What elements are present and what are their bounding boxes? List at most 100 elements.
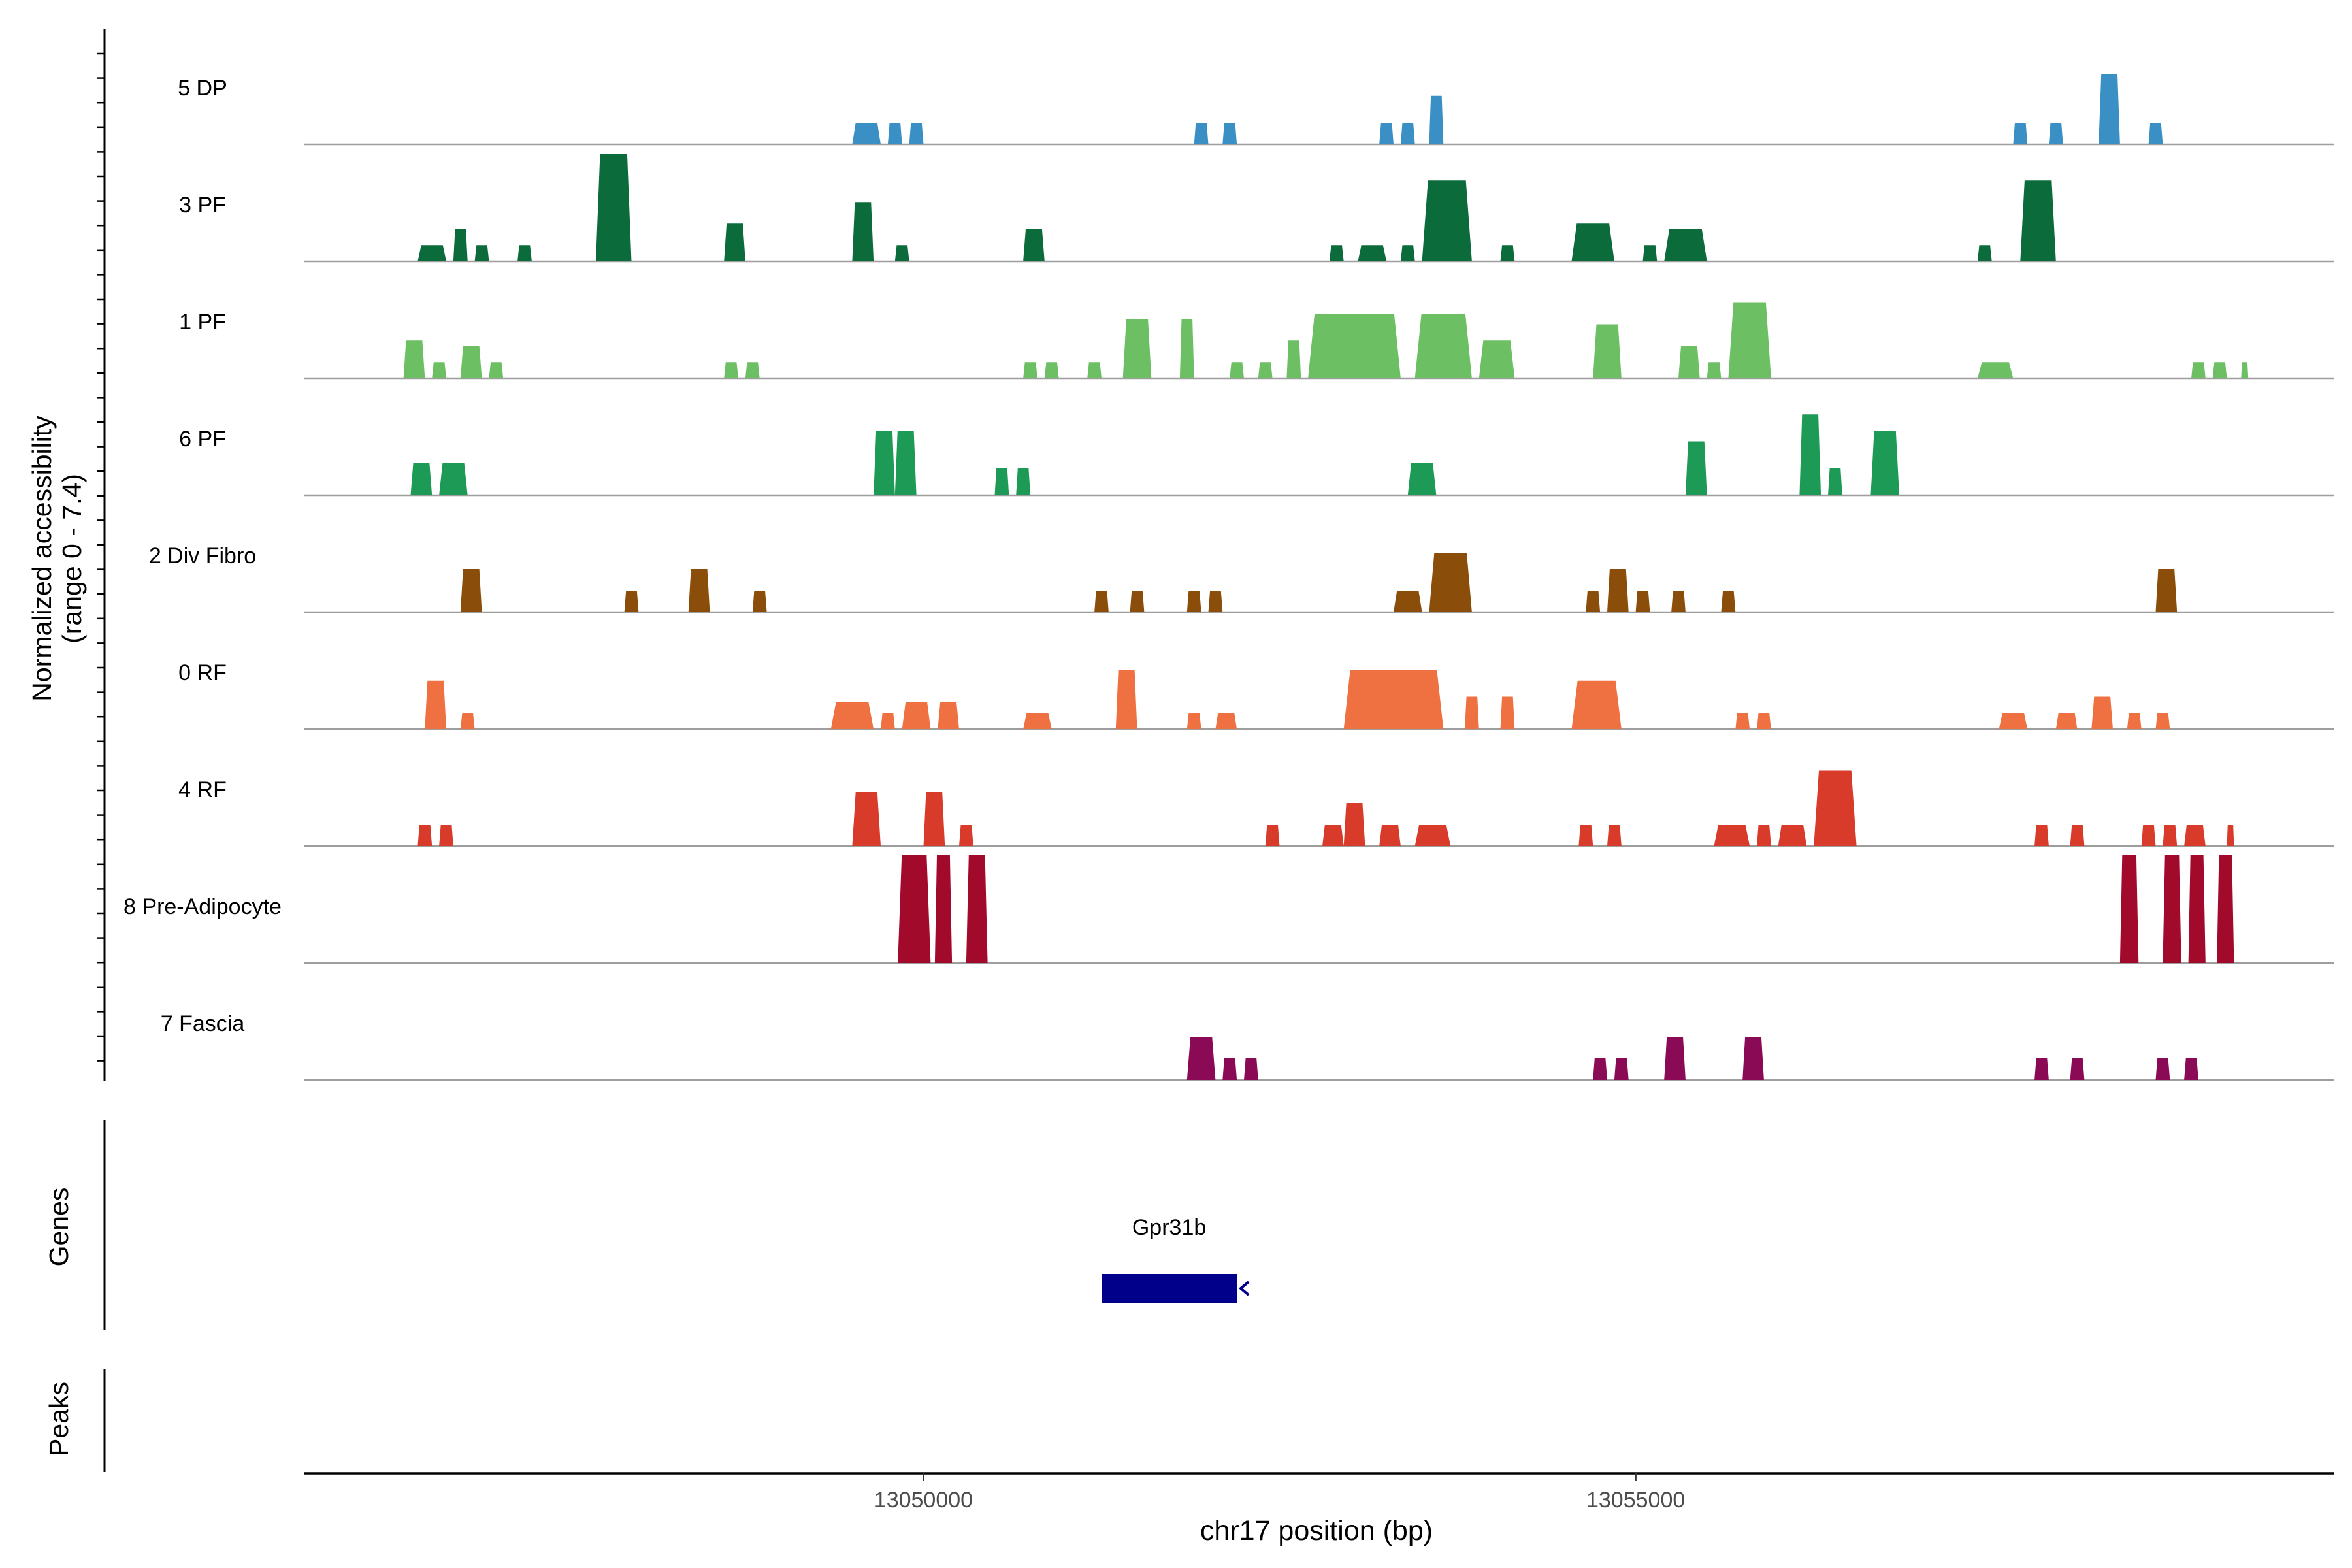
x-axis: 13050000 13055000 [304, 1472, 2334, 1512]
coverage-peak [1244, 1058, 1258, 1080]
coverage-peak [1685, 441, 1707, 495]
coverage-peak [2119, 855, 2139, 963]
coverage-peak [923, 792, 945, 846]
gene-label: Gpr31b [1132, 1215, 1206, 1240]
coverage-peak [1635, 591, 1650, 612]
coverage-peak [1828, 468, 1842, 495]
track-label: 5 DP [178, 76, 227, 101]
coverage-peak [1586, 591, 1601, 612]
coverage-peak [1258, 362, 1273, 378]
coverage-peak [2091, 696, 2113, 729]
coverage-peak [2141, 825, 2156, 846]
coverage-peak [2127, 713, 2142, 729]
coverage-peak [2034, 1058, 2049, 1080]
coverage-peak [1023, 713, 1052, 729]
coverage-peak [852, 202, 874, 261]
coverage-peak [1707, 362, 1722, 378]
coverage-peak [1186, 591, 1201, 612]
coverage-peak [959, 825, 973, 846]
coverage-peak [902, 702, 931, 729]
x-tick-label: 13050000 [874, 1488, 973, 1512]
coverage-peak [894, 431, 917, 495]
coverage-peak [2070, 1058, 2085, 1080]
coverage-peak [2191, 362, 2206, 378]
coverage-peak [439, 463, 468, 495]
track-label: 7 Fascia [161, 1011, 245, 1036]
track-label: 4 RF [178, 777, 227, 802]
y-axis-title: Normalized accessibility [27, 416, 57, 702]
coverage-peak [1578, 825, 1593, 846]
coverage-peak [2155, 569, 2178, 612]
peaks-track-label: Peaks [44, 1382, 74, 1456]
coverage-peak [1671, 591, 1686, 612]
coverage-peak [1778, 825, 1807, 846]
track-2-div-fibro: 2 Div Fibro [149, 544, 2334, 613]
coverage-peak [1742, 1037, 1764, 1080]
coverage-peak [453, 229, 468, 261]
left-axis [97, 29, 106, 1472]
coverage-peak [2099, 74, 2120, 144]
coverage-peak [1179, 319, 1194, 378]
coverage-peak [1664, 1037, 1686, 1080]
coverage-peak [517, 245, 532, 261]
coverage-peak [2070, 825, 2085, 846]
coverage-peak [1222, 1058, 1237, 1080]
coverage-peak [724, 223, 745, 261]
coverage-peak [1044, 362, 1059, 378]
coverage-peak [1215, 713, 1237, 729]
track-6-pf: 6 PF [179, 414, 2334, 497]
coverage-peak [2188, 855, 2206, 963]
x-tick-label: 13055000 [1586, 1488, 1685, 1512]
gene-strand-arrow [1239, 1281, 1250, 1296]
coverage-peak [1329, 245, 1344, 261]
coverage-peak [1122, 319, 1152, 378]
coverage-peak [1194, 123, 1209, 144]
coverage-peak [830, 702, 874, 729]
coverage-peak [2020, 180, 2056, 261]
coverage-peak [439, 825, 453, 846]
coverage-peak [874, 431, 895, 495]
coverage-peak [1130, 591, 1145, 612]
coverage-peak [2013, 123, 2028, 144]
coverage-peak [1593, 324, 1622, 378]
coverage-peak [417, 245, 446, 261]
track-5-dp: 5 DP [178, 74, 2334, 146]
coverage-peak [745, 362, 760, 378]
coverage-peak [624, 591, 639, 612]
track-label: 0 RF [178, 661, 227, 685]
coverage-peak [1429, 553, 1472, 612]
coverage-peak [2048, 123, 2063, 144]
coverage-peak [2217, 855, 2234, 963]
coverage-peak [489, 362, 504, 378]
coverage-peak [2148, 123, 2163, 144]
gene-gpr31b: Gpr31b [1101, 1215, 1250, 1303]
coverage-peak [1115, 670, 1137, 729]
coverage-peak [1186, 1037, 1216, 1080]
coverage-peak [1358, 245, 1387, 261]
coverage-peak [1500, 245, 1515, 261]
coverage-peak [1023, 362, 1037, 378]
coverage-peak [2241, 362, 2249, 378]
track-3-pf: 3 PF [179, 154, 2334, 263]
coverage-peak [852, 792, 881, 846]
coverage-peak [1230, 362, 1244, 378]
coverage-peak [1222, 123, 1237, 144]
coverage-peak [938, 702, 959, 729]
coverage-peak [852, 123, 881, 144]
coverage-peak [688, 569, 710, 612]
coverage-peak [2034, 825, 2049, 846]
coverage-peak [752, 591, 767, 612]
coverage-peak [1343, 670, 1444, 729]
coverage-peak [1478, 340, 1515, 378]
track-label: 2 Div Fibro [149, 544, 256, 568]
coverage-peak [1500, 696, 1515, 729]
gene-body [1101, 1274, 1237, 1303]
coverage-peak [1614, 1058, 1629, 1080]
coverage-peak [1400, 245, 1415, 261]
coverage-peak [1571, 223, 1614, 261]
coverage-peak [1414, 825, 1451, 846]
coverage-peak [596, 154, 632, 261]
coverage-peak [1999, 713, 2028, 729]
coverage-peak [1757, 825, 1771, 846]
